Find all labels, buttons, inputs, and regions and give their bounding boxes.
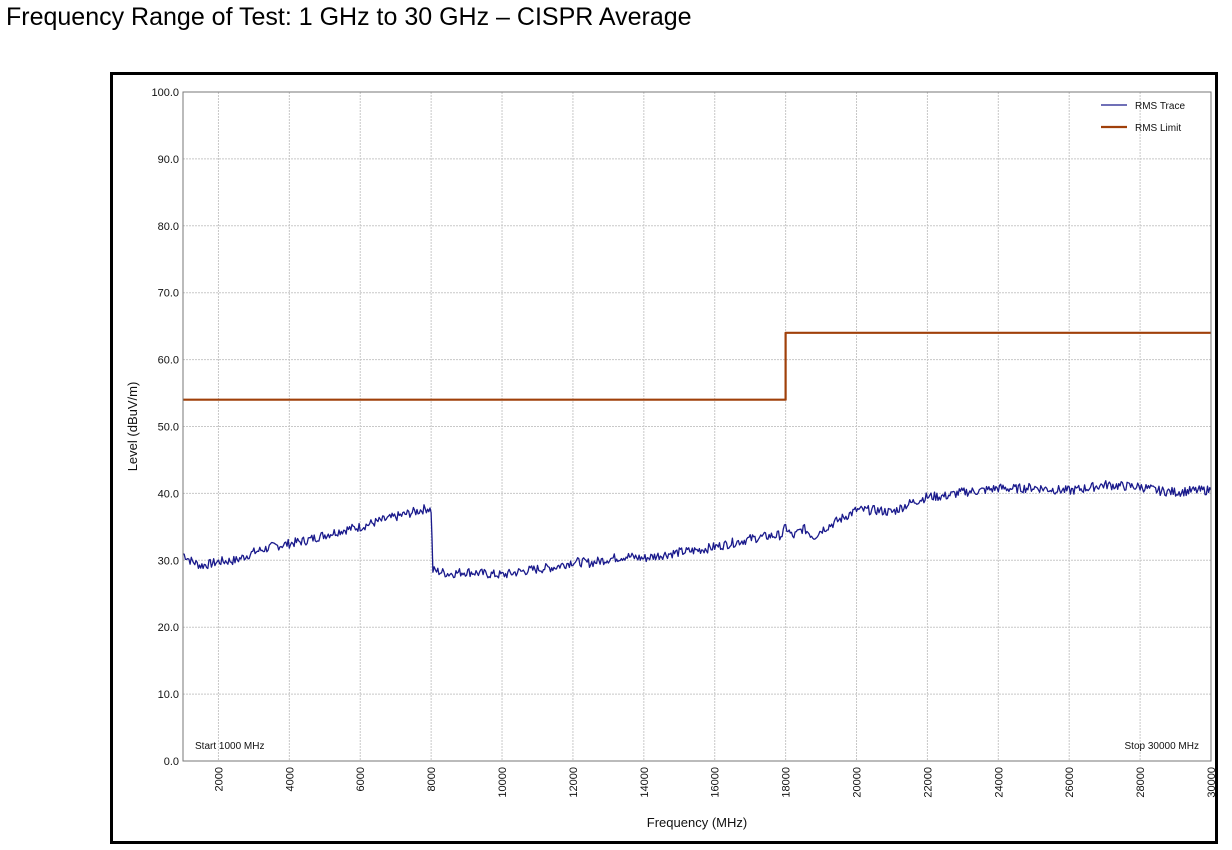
x-tick-label: 12000 xyxy=(568,767,580,798)
stop-annotation: Stop 30000 MHz xyxy=(1125,741,1200,752)
x-tick-label: 18000 xyxy=(781,767,793,798)
legend-label-rms-trace: RMS Trace xyxy=(1135,101,1185,112)
x-tick-label: 26000 xyxy=(1064,767,1076,798)
x-tick-label: 2000 xyxy=(213,767,225,791)
x-tick-label: 4000 xyxy=(284,767,296,791)
x-tick-labels: 2000 4000 6000 8000 10000 12000 14000 16000 1800… xyxy=(213,767,1215,798)
x-tick-label: 24000 xyxy=(993,767,1005,798)
x-tick-label: 6000 xyxy=(355,767,367,791)
y-tick-label: 80.0 xyxy=(158,221,179,233)
y-tick-labels: 0.0 10.0 20.0 30.0 40.0 50.0 60.0 70.0 80.0 90.0 1… xyxy=(151,87,179,768)
y-tick-label: 10.0 xyxy=(158,689,179,701)
y-tick-label: 20.0 xyxy=(158,622,179,634)
y-axis-title: Level (dBuV/m) xyxy=(125,382,140,472)
x-axis-title: Frequency (MHz) xyxy=(647,815,747,830)
x-tick-label: 20000 xyxy=(852,767,864,798)
legend: RMS Trace RMS Limit xyxy=(1101,101,1185,134)
series-line-rms-trace xyxy=(182,480,1212,579)
y-tick-label: 70.0 xyxy=(158,288,179,300)
chart-svg: 0.0 10.0 20.0 30.0 40.0 50.0 60.0 70.0 80.0 90.0 1… xyxy=(125,87,1215,830)
x-tick-label: 28000 xyxy=(1135,767,1147,798)
y-tick-label: 100.0 xyxy=(151,87,179,99)
y-tick-label: 60.0 xyxy=(158,355,179,367)
series-line-rms-limit xyxy=(183,331,1211,401)
plot-border xyxy=(182,91,1212,762)
x-tick-label: 22000 xyxy=(922,767,934,798)
x-tick-label: 10000 xyxy=(497,767,509,798)
x-tick-label: 14000 xyxy=(639,767,651,798)
series-layer xyxy=(182,331,1212,579)
chart-frame: 0.0 10.0 20.0 30.0 40.0 50.0 60.0 70.0 80.0 90.0 1… xyxy=(110,72,1218,844)
y-tick-label: 90.0 xyxy=(158,154,179,166)
start-annotation: Start 1000 MHz xyxy=(195,741,264,752)
y-tick-label: 30.0 xyxy=(158,555,179,567)
y-tick-label: 50.0 xyxy=(158,422,179,434)
x-tick-label: 16000 xyxy=(710,767,722,798)
x-tick-label: 8000 xyxy=(426,767,438,791)
y-tick-label: 0.0 xyxy=(164,756,179,768)
page-title: Frequency Range of Test: 1 GHz to 30 GHz… xyxy=(6,3,692,31)
legend-label-rms-limit: RMS Limit xyxy=(1135,123,1181,134)
y-tick-label: 40.0 xyxy=(158,488,179,500)
x-tick-label: 30000 xyxy=(1206,767,1215,798)
grid-layer xyxy=(183,91,1212,762)
